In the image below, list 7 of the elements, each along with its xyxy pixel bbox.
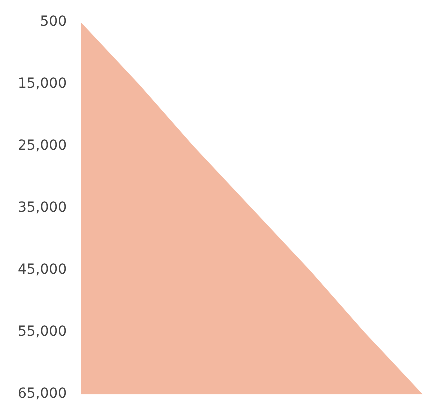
y-tick-label: 25,000	[18, 138, 67, 154]
y-tick-label: 55,000	[18, 324, 67, 340]
y-tick-label: 500	[40, 14, 67, 30]
y-tick-label: 35,000	[18, 200, 67, 216]
y-tick-label: 45,000	[18, 262, 67, 278]
y-tick-label: 15,000	[18, 76, 67, 92]
y-tick-label: 65,000	[18, 386, 67, 402]
